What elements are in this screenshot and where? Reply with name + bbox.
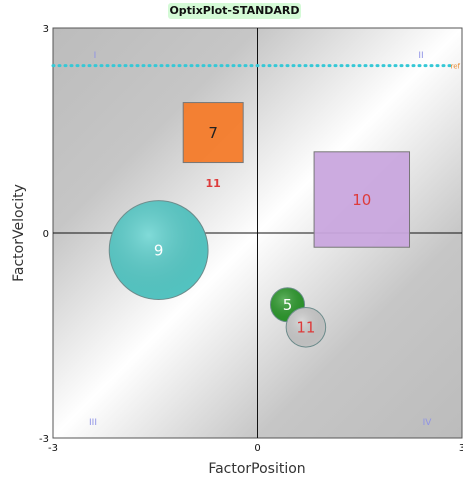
quadrant-label: I bbox=[94, 51, 97, 61]
y-tick-label: 0 bbox=[43, 229, 49, 240]
y-tick-label: -3 bbox=[39, 434, 49, 445]
data-square bbox=[182, 102, 244, 164]
data-square bbox=[313, 151, 411, 248]
data-bubble-shine bbox=[109, 200, 209, 300]
x-tick-label: 0 bbox=[254, 443, 260, 454]
data-item-label: 11 bbox=[206, 177, 221, 190]
quadrant-label: II bbox=[418, 51, 423, 61]
y-axis-label: FactorVelocity bbox=[11, 184, 27, 282]
data-item-label: 7 bbox=[208, 124, 218, 142]
data-item-label: 5 bbox=[283, 296, 293, 314]
chart-title: OptixPlot-STANDARD bbox=[168, 3, 301, 19]
data-item-label: 11 bbox=[296, 319, 315, 337]
quadrant-label: III bbox=[89, 418, 97, 428]
data-item-label: 9 bbox=[154, 241, 164, 259]
quadrant-label: IV bbox=[423, 418, 433, 428]
reference-line-group: ref bbox=[51, 63, 461, 71]
data-bubble-shine bbox=[286, 307, 326, 348]
x-tick-label: -3 bbox=[48, 443, 58, 454]
x-tick-label: 3 bbox=[459, 443, 463, 454]
tick-labels: -3 0 3 3 0 -3 bbox=[39, 24, 463, 454]
y-tick-label: 3 bbox=[43, 24, 49, 35]
data-item-label: 10 bbox=[352, 191, 371, 209]
x-axis-label: FactorPosition bbox=[208, 461, 305, 477]
reference-line-label: ref bbox=[451, 63, 461, 71]
